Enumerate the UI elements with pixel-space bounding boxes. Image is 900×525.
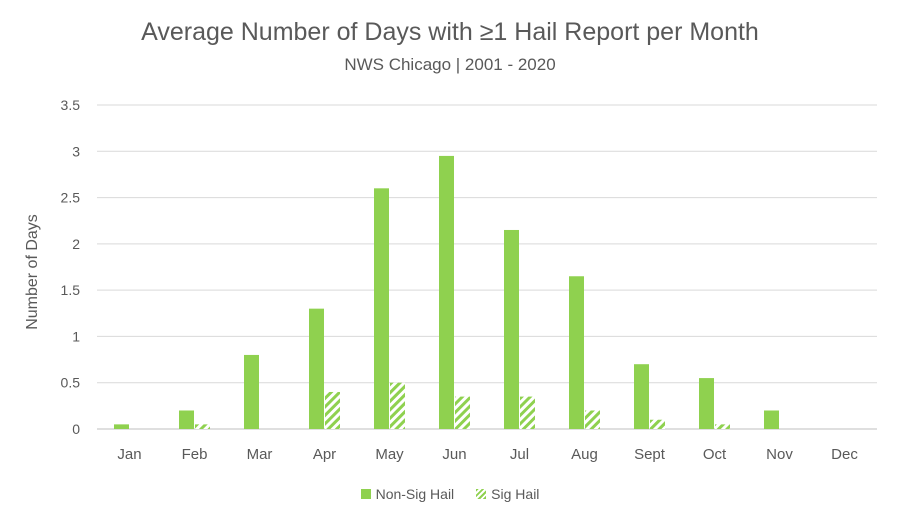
- bar-sig-sept: [650, 419, 665, 429]
- bar-non-sig-jun: [439, 155, 454, 429]
- x-tick-label: Jan: [117, 446, 141, 463]
- y-tick-label: 2.5: [61, 190, 81, 206]
- bar-non-sig-nov: [764, 410, 779, 429]
- bar-non-sig-jan: [114, 424, 129, 429]
- y-tick-label: 0.5: [61, 375, 81, 391]
- x-tick-label: Nov: [766, 446, 793, 463]
- y-tick-label: 1: [72, 328, 80, 344]
- x-tick-label: Apr: [313, 446, 336, 463]
- bar-non-sig-may: [374, 188, 389, 429]
- y-tick-label: 1.5: [61, 282, 81, 298]
- legend-item-sig: Sig Hail: [476, 486, 539, 502]
- legend: Non-Sig Hail Sig Hail: [0, 486, 900, 502]
- bar-non-sig-sept: [634, 364, 649, 429]
- legend-label-sig: Sig Hail: [491, 486, 540, 502]
- bar-sig-jul: [520, 396, 535, 429]
- bar-non-sig-oct: [699, 378, 714, 429]
- chart-title: Average Number of Days with ≥1 Hail Repo…: [141, 18, 759, 46]
- x-tick-label: Jul: [510, 446, 529, 463]
- legend-label-non-sig: Non-Sig Hail: [375, 486, 455, 502]
- legend-swatch-hatched: [476, 489, 487, 499]
- x-tick-label: Oct: [703, 446, 727, 463]
- y-tick-label: 3: [72, 143, 80, 159]
- y-tick-label: 3.5: [61, 97, 81, 113]
- bar-sig-apr: [325, 391, 340, 429]
- x-tick-label: Mar: [247, 446, 273, 463]
- y-tick-label: 0: [72, 421, 80, 437]
- bar-sig-aug: [585, 410, 600, 429]
- bar-non-sig-aug: [569, 276, 584, 429]
- x-tick-label: Dec: [831, 446, 858, 463]
- bar-non-sig-jul: [504, 229, 519, 429]
- legend-swatch-solid: [360, 489, 371, 499]
- chart-subtitle: NWS Chicago | 2001 - 2020: [344, 55, 556, 74]
- y-tick-label: 2: [72, 236, 80, 252]
- bar-sig-may: [390, 382, 405, 429]
- x-tick-label: Aug: [571, 446, 598, 463]
- bar-sig-feb: [195, 424, 210, 429]
- bar-non-sig-apr: [309, 308, 324, 429]
- bar-sig-oct: [715, 424, 730, 429]
- x-tick-label: Feb: [182, 446, 208, 463]
- bar-non-sig-feb: [179, 410, 194, 429]
- x-tick-label: May: [375, 446, 404, 463]
- x-tick-label: Jun: [442, 446, 466, 463]
- x-tick-label: Sept: [634, 446, 666, 463]
- bar-non-sig-mar: [244, 354, 259, 429]
- bar-sig-jun: [455, 396, 470, 429]
- legend-item-non-sig: Non-Sig Hail: [360, 486, 455, 502]
